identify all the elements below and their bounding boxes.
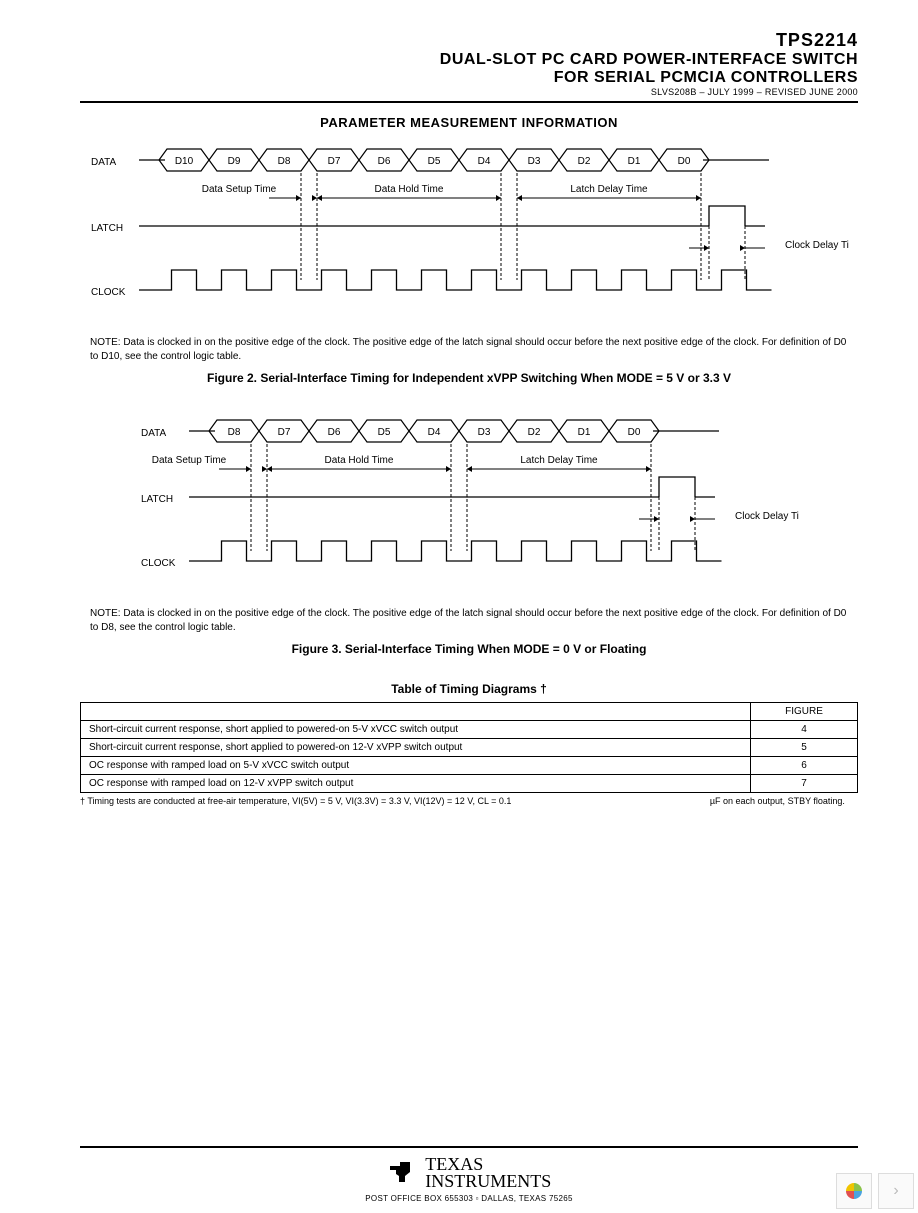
ti-logo: TEXAS INSTRUMENTS bbox=[387, 1156, 551, 1190]
svg-text:LATCH: LATCH bbox=[91, 223, 123, 234]
svg-text:Latch Delay Time: Latch Delay Time bbox=[520, 455, 598, 466]
svg-text:D6: D6 bbox=[378, 156, 391, 167]
svg-text:D1: D1 bbox=[578, 427, 591, 438]
table-footnote-left: † Timing tests are conducted at free-air… bbox=[80, 796, 625, 806]
table-row: OC response with ramped load on 12-V xVP… bbox=[81, 775, 858, 793]
svg-text:D2: D2 bbox=[578, 156, 591, 167]
svg-text:D6: D6 bbox=[328, 427, 341, 438]
table-row: OC response with ramped load on 5-V xVCC… bbox=[81, 757, 858, 775]
figure-3-note: NOTE: Data is clocked in on the positive… bbox=[90, 607, 848, 634]
table-header-empty bbox=[81, 703, 751, 721]
header-rule bbox=[80, 101, 858, 103]
table-footnote: † Timing tests are conducted at free-air… bbox=[80, 796, 858, 806]
table-footnote-right: µF on each output, STBY floating. bbox=[627, 796, 845, 806]
chevron-right-icon: › bbox=[893, 1182, 898, 1200]
doc-code: SLVS208B – JULY 1999 – REVISED JUNE 2000 bbox=[80, 87, 858, 97]
svg-text:DATA: DATA bbox=[141, 428, 167, 439]
doc-title-1: DUAL-SLOT PC CARD POWER-INTERFACE SWITCH bbox=[80, 51, 858, 69]
ti-brand-2: INSTRUMENTS bbox=[425, 1171, 551, 1191]
datasheet-header: TPS2214 DUAL-SLOT PC CARD POWER-INTERFAC… bbox=[80, 30, 858, 97]
doc-title-2: FOR SERIAL PCMCIA CONTROLLERS bbox=[80, 69, 858, 87]
part-number: TPS2214 bbox=[80, 30, 858, 51]
svg-text:Data Hold Time: Data Hold Time bbox=[325, 455, 394, 466]
table-row: Short-circuit current response, short ap… bbox=[81, 721, 858, 739]
svg-text:D2: D2 bbox=[528, 427, 541, 438]
figure-3-caption: Figure 3. Serial-Interface Timing When M… bbox=[80, 642, 858, 656]
svg-text:D5: D5 bbox=[428, 156, 441, 167]
svg-text:D3: D3 bbox=[528, 156, 541, 167]
table-header-figure: FIGURE bbox=[751, 703, 858, 721]
table-row: Short-circuit current response, short ap… bbox=[81, 739, 858, 757]
svg-text:D9: D9 bbox=[228, 156, 241, 167]
table-cell-fig: 5 bbox=[751, 739, 858, 757]
timing-diagrams-table: FIGURE Short-circuit current response, s… bbox=[80, 702, 858, 793]
svg-text:D3: D3 bbox=[478, 427, 491, 438]
table-title: Table of Timing Diagrams † bbox=[80, 682, 858, 696]
table-header-row: FIGURE bbox=[81, 703, 858, 721]
svg-text:CLOCK: CLOCK bbox=[141, 558, 176, 569]
svg-text:Data Hold Time: Data Hold Time bbox=[375, 184, 444, 195]
table-cell-fig: 4 bbox=[751, 721, 858, 739]
svg-text:DATA: DATA bbox=[91, 157, 117, 168]
svg-text:D0: D0 bbox=[628, 427, 641, 438]
table-cell-fig: 7 bbox=[751, 775, 858, 793]
table-cell-desc: OC response with ramped load on 12-V xVP… bbox=[81, 775, 751, 793]
table-cell-desc: OC response with ramped load on 5-V xVCC… bbox=[81, 757, 751, 775]
svg-text:Data Setup Time: Data Setup Time bbox=[152, 455, 227, 466]
svg-text:D5: D5 bbox=[378, 427, 391, 438]
table-cell-fig: 6 bbox=[751, 757, 858, 775]
svg-text:Data Setup Time: Data Setup Time bbox=[202, 184, 277, 195]
svg-text:Clock Delay Time: Clock Delay Time bbox=[785, 240, 849, 251]
ti-logo-text: TEXAS INSTRUMENTS bbox=[425, 1156, 551, 1190]
svg-text:CLOCK: CLOCK bbox=[91, 287, 126, 298]
timing-diagram-1: DATA D10 D9 D8 D7 D6 D5 D4 D3 D2 D1 D0 Data Setup Ti… bbox=[89, 140, 849, 330]
ti-address: POST OFFICE BOX 655303 ▫ DALLAS, TEXAS 7… bbox=[80, 1194, 858, 1203]
svg-text:D0: D0 bbox=[678, 156, 691, 167]
svg-text:LATCH: LATCH bbox=[141, 494, 173, 505]
figure-2-caption: Figure 2. Serial-Interface Timing for In… bbox=[80, 371, 858, 385]
svg-text:Latch Delay Time: Latch Delay Time bbox=[570, 184, 648, 195]
nav-next-button[interactable]: › bbox=[878, 1173, 914, 1209]
timing-diagram-2: DATA D8 D7 D6 D5 D4 D3 D2 D1 D0 Data Setup Time Dat… bbox=[139, 411, 799, 601]
svg-text:D7: D7 bbox=[278, 427, 291, 438]
svg-text:D8: D8 bbox=[278, 156, 291, 167]
page-nav-widget: › bbox=[836, 1173, 914, 1209]
svg-text:Clock Delay Time: Clock Delay Time bbox=[735, 511, 799, 522]
svg-text:D1: D1 bbox=[628, 156, 641, 167]
ti-logo-icon bbox=[387, 1158, 417, 1188]
svg-text:D4: D4 bbox=[428, 427, 441, 438]
svg-text:D7: D7 bbox=[328, 156, 341, 167]
svg-text:D8: D8 bbox=[228, 427, 241, 438]
nav-colors-icon[interactable] bbox=[836, 1173, 872, 1209]
table-cell-desc: Short-circuit current response, short ap… bbox=[81, 721, 751, 739]
svg-text:D4: D4 bbox=[478, 156, 491, 167]
table-cell-desc: Short-circuit current response, short ap… bbox=[81, 739, 751, 757]
page-footer: TEXAS INSTRUMENTS POST OFFICE BOX 655303… bbox=[80, 1146, 858, 1203]
section-title: PARAMETER MEASUREMENT INFORMATION bbox=[80, 115, 858, 130]
svg-text:D10: D10 bbox=[175, 156, 194, 167]
figure-2-note: NOTE: Data is clocked in on the positive… bbox=[90, 336, 848, 363]
